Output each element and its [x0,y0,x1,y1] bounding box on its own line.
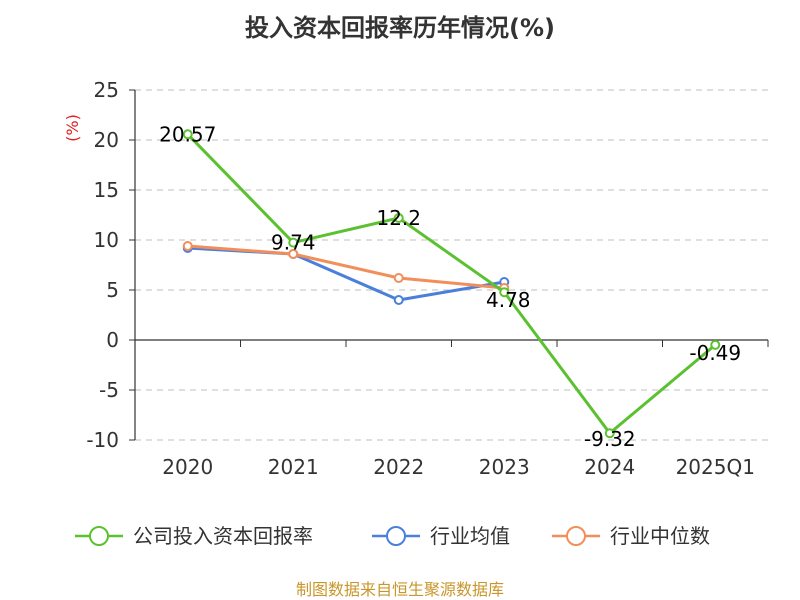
axes: 25 20 15 10 5 0 -5 -10 2020 2021 2022 2023 2024 2025Q… [86,78,769,479]
data-point [182,241,193,251]
data-point [710,339,721,350]
data-point [393,273,404,283]
y-tick-label: 5 [106,278,119,302]
data-label: -9.32 [584,427,636,451]
data-point [393,213,404,223]
legend-item: 公司投入资本回报率 [75,524,313,548]
data-labels: 20.57 9.74 12.2 4.78 -9.32 -0.49 [159,122,741,451]
data-label: 4.78 [486,288,531,312]
y-axis-label: (%) [63,114,82,142]
legend-label: 公司投入资本回报率 [133,524,313,548]
legend-label: 行业中位数 [610,524,710,548]
legend-marker [566,526,586,546]
legend-marker [89,526,109,546]
data-label: 9.74 [271,231,316,255]
y-tick-label: -5 [99,378,119,402]
x-tick-label: 2021 [268,455,319,479]
y-tick-label: 0 [106,328,119,352]
data-point [288,249,299,259]
series-line-2 [187,244,505,290]
y-tick-label: 20 [94,128,119,152]
data-point [182,129,193,140]
legend-item: 行业中位数 [552,524,710,548]
series-line-0 [186,133,717,435]
legend-label: 行业均值 [430,524,510,548]
source-note: 制图数据来自恒生聚源数据库 [296,580,504,599]
legend-marker [386,526,406,546]
data-label: -0.49 [689,341,741,365]
grid-lines [135,89,768,441]
data-point [288,237,299,248]
x-tick-label: 2023 [479,455,530,479]
data-point [499,287,510,298]
x-tick-label: 2024 [584,455,635,479]
x-tick-label: 2025Q1 [676,455,755,479]
y-tick-label: 25 [94,78,119,102]
series-line-1 [187,246,505,302]
data-point [604,428,615,439]
y-tick-label: 10 [94,228,119,252]
legend-item: 行业均值 [372,524,510,548]
y-tick-label: -10 [86,428,119,452]
data-point [393,295,404,305]
x-tick-label: 2022 [373,455,424,479]
chart-title: 投入资本回报率历年情况(%) [245,14,555,42]
legend: 公司投入资本回报率 行业均值 行业中位数 [75,524,710,548]
y-tick-label: 15 [94,178,119,202]
data-label: 12.2 [376,206,421,230]
data-label: 20.57 [159,122,216,146]
series-lines [182,129,721,439]
x-tick-label: 2020 [162,455,213,479]
